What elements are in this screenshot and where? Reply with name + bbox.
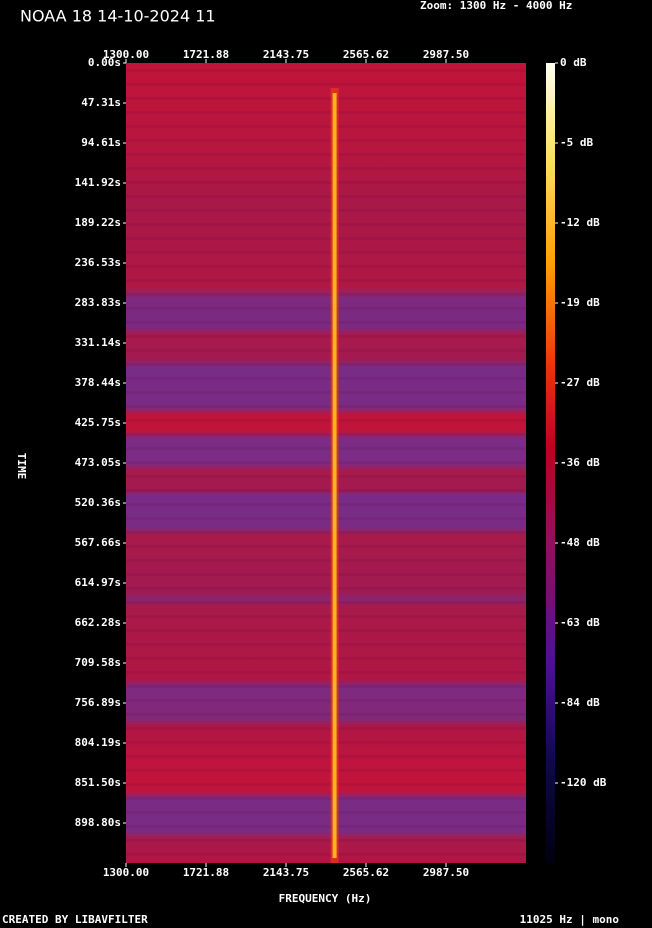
- y-tick-label: 141.92s: [75, 176, 121, 189]
- x-tick-label: 2143.75: [263, 48, 309, 61]
- y-tick-label: 94.61s: [81, 136, 121, 149]
- y-tick-label: 662.28s: [75, 616, 121, 629]
- y-tick-label: 520.36s: [75, 496, 121, 509]
- y-tick-label: 331.14s: [75, 336, 121, 349]
- y-tick-label: 189.22s: [75, 216, 121, 229]
- colorbar-tick-label: -19 dB: [560, 296, 600, 309]
- x-tick-label: 2987.50: [423, 866, 469, 879]
- y-tick-label: 804.19s: [75, 736, 121, 749]
- x-tick-label: 2565.62: [343, 866, 389, 879]
- x-tick-label: 1721.88: [183, 866, 229, 879]
- footer-left: CREATED BY LIBAVFILTER: [2, 913, 148, 926]
- y-tick-label: 614.97s: [75, 576, 121, 589]
- colorbar: [546, 63, 555, 863]
- colorbar-tick-label: -63 dB: [560, 616, 600, 629]
- y-tick-label: 851.50s: [75, 776, 121, 789]
- colorbar-tick-label: -5 dB: [560, 136, 593, 149]
- y-tick-label: 709.58s: [75, 656, 121, 669]
- footer-right: 11025 Hz | mono: [520, 913, 620, 926]
- y-axis-label: TIME: [15, 453, 28, 480]
- colorbar-tick-label: -27 dB: [560, 376, 600, 389]
- y-tick-label: 47.31s: [81, 96, 121, 109]
- colorbar-tick-label: -12 dB: [560, 216, 600, 229]
- signal-trace: [332, 93, 337, 858]
- y-tick-label: 425.75s: [75, 416, 121, 429]
- colorbar-tick-label: 0 dB: [560, 56, 587, 69]
- y-tick-label: 473.05s: [75, 456, 121, 469]
- y-tick-label: 567.66s: [75, 536, 121, 549]
- y-tick-label: 236.53s: [75, 256, 121, 269]
- y-tick-label: 283.83s: [75, 296, 121, 309]
- y-tick-label: 898.80s: [75, 816, 121, 829]
- y-tick-label: 378.44s: [75, 376, 121, 389]
- colorbar-tick-label: -48 dB: [560, 536, 600, 549]
- x-tick-label: 2143.75: [263, 866, 309, 879]
- x-tick-label: 2565.62: [343, 48, 389, 61]
- x-tick-label: 1300.00: [103, 48, 149, 61]
- x-tick-label: 1721.88: [183, 48, 229, 61]
- x-tick-label: 2987.50: [423, 48, 469, 61]
- colorbar-tick-label: -120 dB: [560, 776, 607, 789]
- y-tick-label: 0.00s: [88, 56, 121, 69]
- chart-title: NOAA 18 14-10-2024 11: [20, 7, 216, 26]
- x-tick-label: 1300.00: [103, 866, 149, 879]
- spectrogram-image: [126, 63, 526, 863]
- chart-subtitle: Zoom: 1300 Hz - 4000 Hz: [420, 0, 572, 12]
- colorbar-tick-label: -84 dB: [560, 696, 600, 709]
- colorbar-tick-label: -36 dB: [560, 456, 600, 469]
- x-axis-label: FREQUENCY (Hz): [279, 892, 372, 905]
- y-tick-label: 756.89s: [75, 696, 121, 709]
